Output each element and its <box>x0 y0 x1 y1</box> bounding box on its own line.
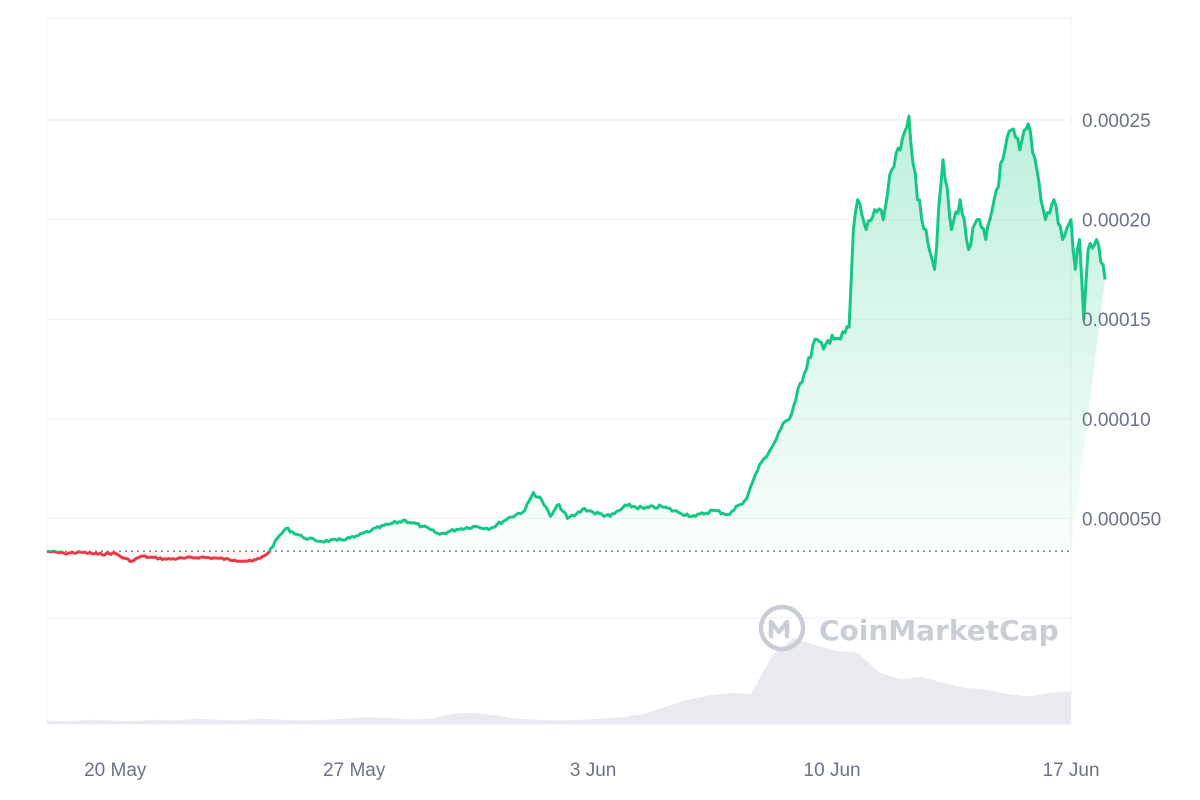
price-line-down[interactable] <box>46 116 1105 563</box>
price-line-up[interactable] <box>47 114 1107 562</box>
x-tick-label: 27 May <box>323 760 386 781</box>
x-tick-label: 17 Jun <box>1042 760 1099 781</box>
watermark-text: CoinMarketCap <box>819 614 1059 647</box>
x-tick-label: 3 Jun <box>570 760 616 781</box>
y-tick-label: 0.00010 <box>1082 410 1151 431</box>
x-axis: 20 May 27 May 3 Jun 10 Jun 17 Jun <box>84 760 1099 781</box>
x-tick-label: 10 Jun <box>804 760 861 781</box>
y-axis: 0.00025 0.00020 0.00015 0.00010 0.000050 <box>1082 111 1161 530</box>
coinmarketcap-logo-icon <box>758 604 806 652</box>
volume-bars <box>47 638 1071 724</box>
x-tick-label: 20 May <box>84 760 147 781</box>
y-tick-label: 0.00015 <box>1082 310 1151 331</box>
y-tick-label: 0.000050 <box>1082 509 1161 530</box>
price-line[interactable] <box>46 114 1107 563</box>
watermark: CoinMarketCap <box>758 604 1059 652</box>
y-tick-label: 0.00025 <box>1082 111 1151 132</box>
area-fill-up <box>47 116 1106 552</box>
volume-area <box>47 638 1071 724</box>
y-tick-label: 0.00020 <box>1082 211 1151 232</box>
